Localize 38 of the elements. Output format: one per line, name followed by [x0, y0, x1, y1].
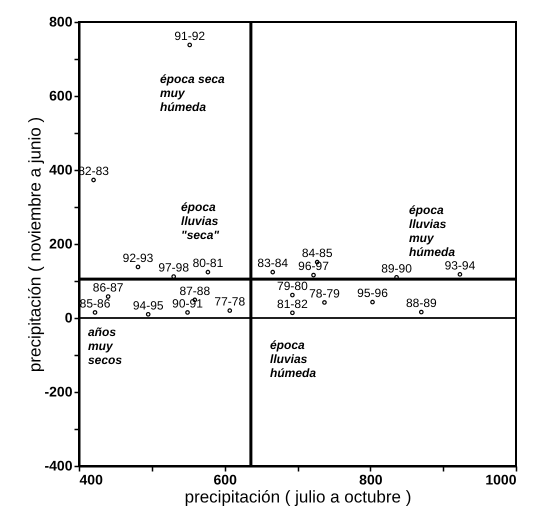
annotation: época lluvias húmeda: [270, 338, 316, 380]
annotation: 79-80: [277, 279, 308, 294]
annotation: 92-93: [122, 250, 154, 265]
x-axis-title: precipitación ( julio a octubre ): [184, 488, 412, 506]
x-tick-label: 600: [213, 472, 238, 488]
y-tick-label: 800: [49, 14, 73, 30]
annotation: 91-92: [174, 28, 206, 43]
y-tick-label: 600: [49, 88, 73, 104]
annotation: 81-82: [277, 296, 308, 311]
annotation: época lluvias muy húmeda: [409, 203, 456, 259]
annotation: 87-88: [179, 284, 210, 298]
annotation: época lluvias "seca": [181, 200, 220, 242]
y-tick-label: 200: [49, 236, 73, 252]
annotation: 96-97: [298, 259, 330, 274]
annotation: 89-90: [381, 261, 412, 276]
annotation: 78-79: [309, 286, 340, 300]
x-tick-label: 1000: [485, 472, 517, 488]
annotation: 93-94: [444, 258, 476, 272]
y-axis-title: precipitación ( noviembre a junio ): [25, 116, 44, 372]
annotation: 86-87: [92, 280, 124, 295]
y-tick-label: 0: [64, 310, 73, 326]
y-tick-label: 400: [49, 162, 73, 178]
annotation: 80-81: [192, 256, 224, 270]
x-tick-label: 400: [80, 472, 104, 488]
x-tick-label: 800: [359, 472, 383, 488]
annotation: años muy secos: [88, 325, 122, 367]
annotation: 97-98: [158, 260, 190, 275]
y-tick-label: -200: [44, 384, 73, 400]
annotation: 84-85: [302, 246, 333, 260]
annotation: 83-84: [257, 256, 288, 270]
y-tick-label: -400: [44, 458, 73, 474]
annotation: 95-96: [357, 286, 388, 300]
annotation: 88-89: [406, 296, 437, 310]
annotation: 94-95: [132, 298, 164, 312]
annotation: 85-86: [80, 296, 111, 310]
annotation: 77-78: [214, 294, 246, 309]
annotation: época seca muy húmeda: [160, 72, 226, 114]
annotation: 90-91: [172, 296, 204, 310]
